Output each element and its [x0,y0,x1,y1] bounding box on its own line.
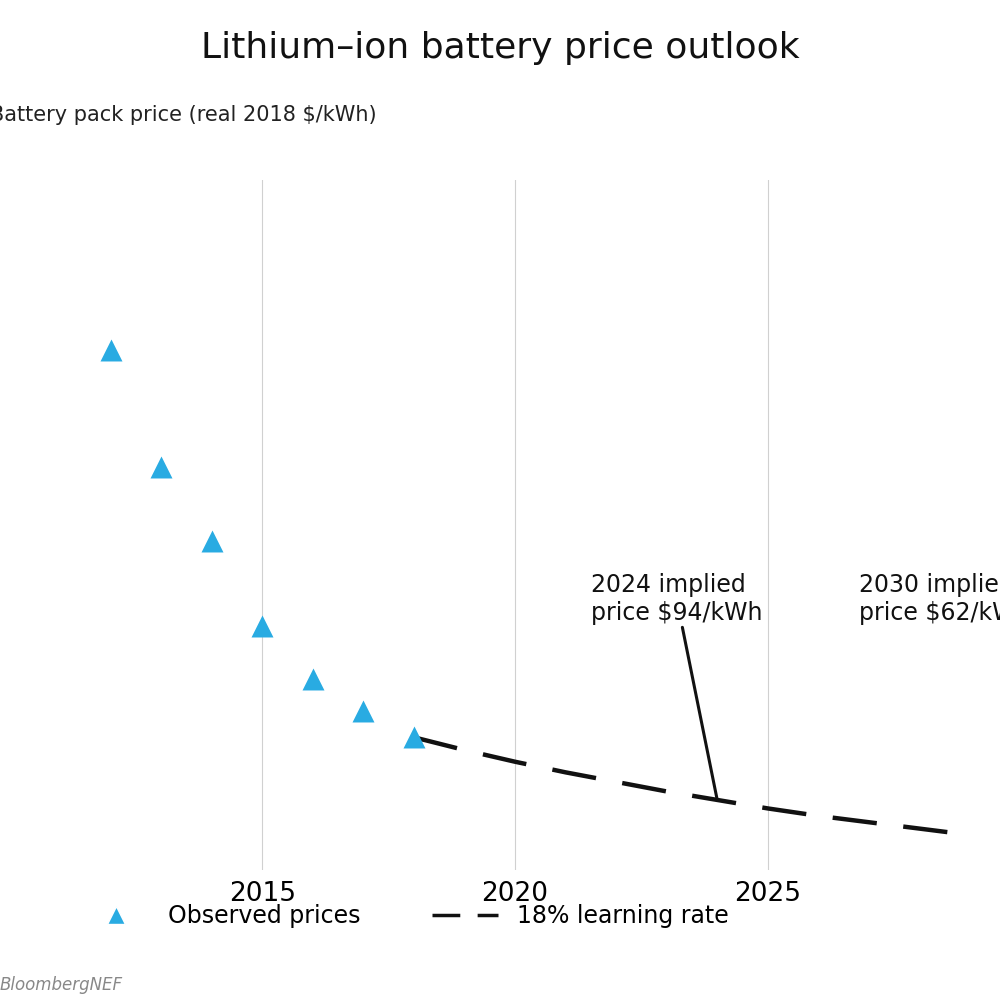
Point [204,533,220,549]
Point [103,342,119,358]
Text: 2030 implied
price $62/kWh: 2030 implied price $62/kWh [859,573,1000,625]
Point [254,618,270,634]
Text: Battery pack price (real 2018 $/kWh): Battery pack price (real 2018 $/kWh) [0,105,377,125]
Legend: Observed prices, 18% learning rate: Observed prices, 18% learning rate [74,895,738,938]
Point [355,703,371,719]
Text: BloombergNEF: BloombergNEF [0,976,123,994]
Point [406,729,422,745]
Text: Lithium–ion battery price outlook: Lithium–ion battery price outlook [201,31,799,65]
Text: 2024 implied
price $94/kWh: 2024 implied price $94/kWh [591,573,762,800]
Point [305,671,321,687]
Point [153,459,169,475]
